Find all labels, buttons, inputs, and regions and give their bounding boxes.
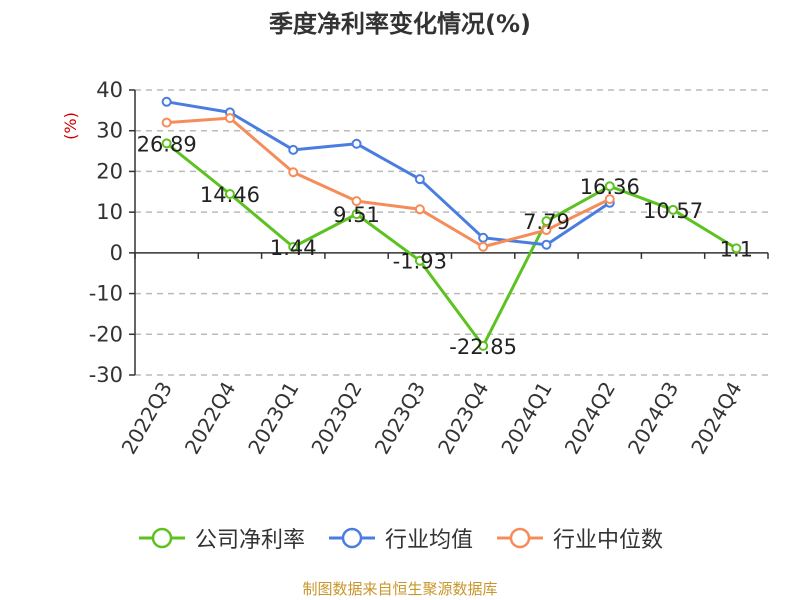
x-tick-label: 2022Q3 (117, 378, 177, 459)
series-2 (161, 113, 615, 252)
data-point (414, 255, 425, 266)
y-tick-label: 0 (110, 241, 123, 265)
x-tick-label: 2024Q4 (686, 378, 746, 459)
data-point (541, 239, 552, 250)
series-line (166, 100, 611, 247)
data-point (351, 196, 362, 207)
x-tick-label: 2023Q2 (306, 378, 366, 459)
y-tick-label: 10 (96, 200, 123, 224)
chart-title: 季度净利率变化情况(%) (269, 10, 531, 38)
x-tick-label: 2023Q4 (433, 378, 493, 459)
source-note: 制图数据来自恒生聚源数据库 (302, 580, 498, 598)
data-label: 14.46 (200, 183, 260, 207)
legend-swatch-marker (509, 527, 531, 549)
grid-layer (135, 89, 768, 376)
data-point (668, 204, 679, 215)
series-line (165, 142, 738, 348)
data-point (414, 174, 425, 185)
data-point (604, 181, 615, 192)
data-point (478, 232, 489, 243)
data-point (288, 167, 299, 178)
legend-item-2[interactable]: 行业中位数 (495, 522, 663, 554)
legend-label: 公司净利率 (194, 528, 305, 553)
data-point (541, 225, 552, 236)
y-axis-label: (%) (61, 112, 80, 140)
data-label: -1.93 (393, 250, 447, 274)
data-label: 1.44 (270, 236, 317, 260)
data-point (288, 241, 299, 252)
data-point (224, 188, 235, 199)
data-label: -22.85 (449, 335, 517, 359)
data-point (161, 117, 172, 128)
data-label: 1.1 (720, 237, 753, 261)
data-point (414, 204, 425, 215)
data-label: 10.57 (643, 199, 703, 223)
legend: 公司净利率 行业均值 行业中位数 (0, 518, 800, 558)
data-point (224, 113, 235, 124)
legend-swatch (328, 527, 375, 549)
y-tick-label: 30 (96, 119, 123, 143)
legend-label: 行业中位数 (553, 528, 664, 553)
y-tick-label: -30 (89, 363, 123, 387)
x-tick-label: 2023Q1 (243, 378, 303, 459)
data-label-layer: 26.89 14.46 1.44 9.51 -1.93 -22.85 7.79 16.3610… (137, 132, 753, 359)
legend-swatch-marker (341, 527, 363, 549)
data-point (604, 194, 615, 205)
legend-item-0[interactable]: 公司净利率 (137, 522, 305, 554)
series-layer (161, 96, 742, 351)
data-point (731, 243, 742, 254)
data-point (351, 209, 362, 220)
y-tick-label: 20 (96, 159, 123, 183)
data-label: 7.79 (523, 210, 570, 234)
data-point (288, 144, 299, 155)
data-label: 26.89 (137, 132, 197, 156)
x-tick-label: 2024Q1 (496, 378, 556, 459)
data-point (161, 138, 172, 149)
x-tick-label: 2024Q3 (623, 378, 683, 459)
y-tick-label: 40 (96, 78, 123, 102)
x-tick-label: 2023Q3 (370, 378, 430, 459)
series-1 (161, 96, 615, 250)
legend-swatch (497, 527, 543, 549)
x-tick-label: 2022Q4 (180, 378, 240, 459)
legend-label: 行业均值 (384, 528, 473, 553)
y-tick-label: -20 (89, 322, 123, 346)
legend-item-1[interactable]: 行业均值 (327, 522, 473, 554)
data-point (478, 340, 489, 351)
data-label: 16.36 (580, 175, 640, 199)
series-0 (161, 138, 742, 351)
data-point (161, 96, 172, 107)
series-line (166, 116, 611, 249)
y-tick-label: -10 (89, 282, 123, 306)
legend-swatch-marker (151, 527, 173, 549)
data-label: 9.51 (333, 203, 380, 227)
x-tick-label: 2024Q2 (560, 378, 620, 459)
data-point (351, 138, 362, 149)
legend-swatch (138, 527, 185, 549)
data-point (478, 241, 489, 252)
